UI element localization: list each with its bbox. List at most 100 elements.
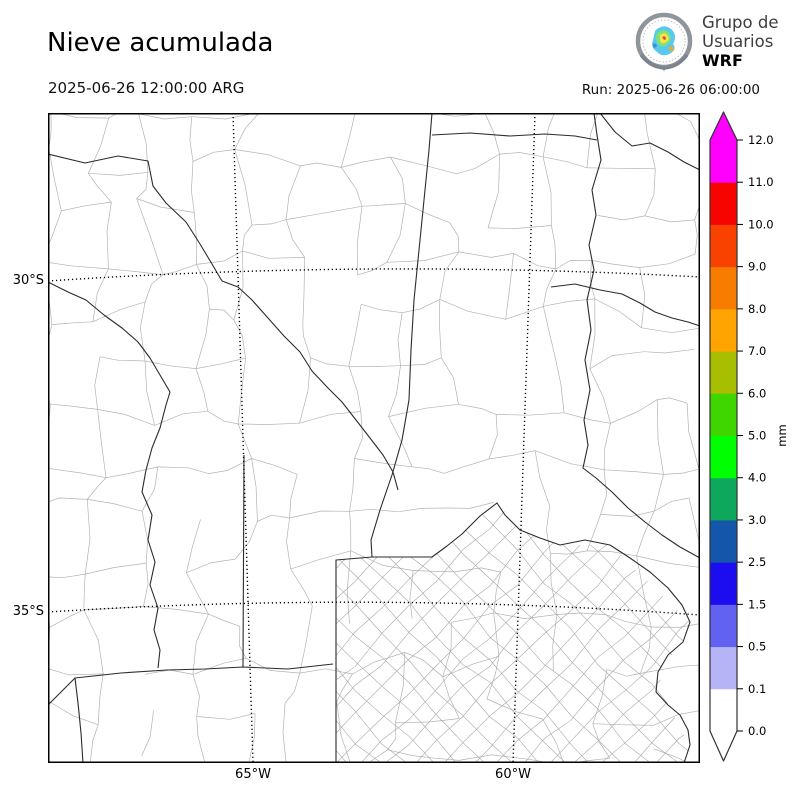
ba-department-line <box>336 634 690 763</box>
department-line <box>242 250 305 259</box>
department-line <box>286 205 363 220</box>
department-line <box>550 550 588 555</box>
ba-department-line <box>336 550 690 763</box>
department-line <box>552 614 558 672</box>
department-line <box>192 657 247 675</box>
colorbar-segment <box>710 140 737 183</box>
department-line <box>143 563 149 607</box>
department-line <box>653 474 664 512</box>
department-line <box>234 149 253 226</box>
department-line <box>84 499 91 575</box>
colorbar-segment <box>710 351 737 394</box>
department-line <box>289 510 350 519</box>
department-line <box>573 757 610 763</box>
colorbar-tick-label: 5.0 <box>748 429 766 443</box>
colorbar-tick-label: 12.0 <box>748 133 774 147</box>
department-line <box>61 201 112 212</box>
department-line <box>284 673 301 704</box>
department-line <box>600 510 655 517</box>
department-line <box>551 225 557 270</box>
colorbar-segment <box>710 435 737 479</box>
department-line <box>310 357 349 367</box>
department-line <box>154 410 208 426</box>
ba-north-border <box>431 502 611 558</box>
department-line <box>387 749 436 759</box>
satellite-blob-art <box>652 26 676 56</box>
department-line <box>398 507 448 513</box>
department-line <box>235 521 258 560</box>
department-line <box>138 113 192 120</box>
nw-se-diagonal <box>221 280 399 491</box>
department-line <box>299 411 361 424</box>
department-line <box>499 152 544 158</box>
logo-line-2: Usuarios <box>702 32 774 51</box>
department-line <box>108 268 164 276</box>
department-line <box>348 366 362 412</box>
department-line <box>586 167 656 170</box>
department-line <box>546 505 551 554</box>
department-line <box>350 550 414 571</box>
department-line <box>555 260 592 270</box>
lapampa-west-leg <box>74 677 84 763</box>
department-line <box>592 723 611 759</box>
department-line <box>694 202 700 221</box>
department-line <box>234 113 260 150</box>
colorbar-tick-label: 4.0 <box>748 471 766 485</box>
department-line <box>349 511 352 551</box>
ba-department-line <box>336 638 690 763</box>
colorbar-segment <box>710 562 737 605</box>
ba-department-line <box>336 503 690 686</box>
department-line <box>397 312 403 366</box>
department-line <box>493 572 502 613</box>
gridline-35s <box>48 601 700 616</box>
department-line <box>48 497 88 503</box>
department-line <box>341 167 363 207</box>
department-line <box>207 410 239 425</box>
department-line <box>302 324 311 358</box>
department-line <box>674 113 691 122</box>
department-line <box>193 212 197 265</box>
ne-corner-border <box>599 113 700 171</box>
department-line <box>94 356 101 410</box>
department-line <box>597 215 646 221</box>
department-line <box>238 422 300 425</box>
department-line <box>542 268 557 307</box>
coastline <box>609 544 691 763</box>
colorbar-tick-label: 1.5 <box>748 597 766 611</box>
department-line <box>651 623 700 628</box>
department-line <box>349 458 355 512</box>
department-line <box>233 250 244 321</box>
department-line <box>361 203 406 207</box>
department-line <box>348 304 362 367</box>
department-line <box>591 260 640 268</box>
department-line <box>289 474 298 519</box>
colorbar-segment <box>710 477 737 521</box>
department-line <box>442 676 460 719</box>
department-line <box>251 219 287 226</box>
department-line <box>388 365 401 417</box>
parana-river <box>582 113 700 559</box>
department-line <box>388 403 459 417</box>
colorbar-tick-label: 10.0 <box>748 217 774 231</box>
ba-department-line <box>336 503 690 763</box>
department-line <box>592 723 654 726</box>
ba-department-line <box>336 503 690 742</box>
department-line <box>251 458 298 475</box>
department-line <box>186 572 209 615</box>
entrerios-north-border <box>550 283 700 327</box>
colorbar-canvas: 0.0 0.1 0.5 1.5 2.5 3.0 4.0 5.0 6.0 7.0 8.0 9.0 10.0… <box>709 111 789 762</box>
colorbar-tick-label: 0.0 <box>748 724 766 738</box>
department-line <box>663 468 700 475</box>
ba-department-line <box>336 503 690 632</box>
colorbar: 0.0 0.1 0.5 1.5 2.5 3.0 4.0 5.0 6.0 7.0 8.0 9.0 10.0… <box>700 105 800 775</box>
department-line <box>487 225 552 229</box>
department-line <box>505 253 514 320</box>
department-line <box>136 198 195 213</box>
west-river-border <box>48 281 171 669</box>
colorbar-segment <box>710 646 737 690</box>
department-line <box>299 668 353 675</box>
department-line <box>83 609 104 674</box>
department-line <box>248 713 256 763</box>
department-line <box>192 613 209 675</box>
department-line <box>141 710 154 756</box>
